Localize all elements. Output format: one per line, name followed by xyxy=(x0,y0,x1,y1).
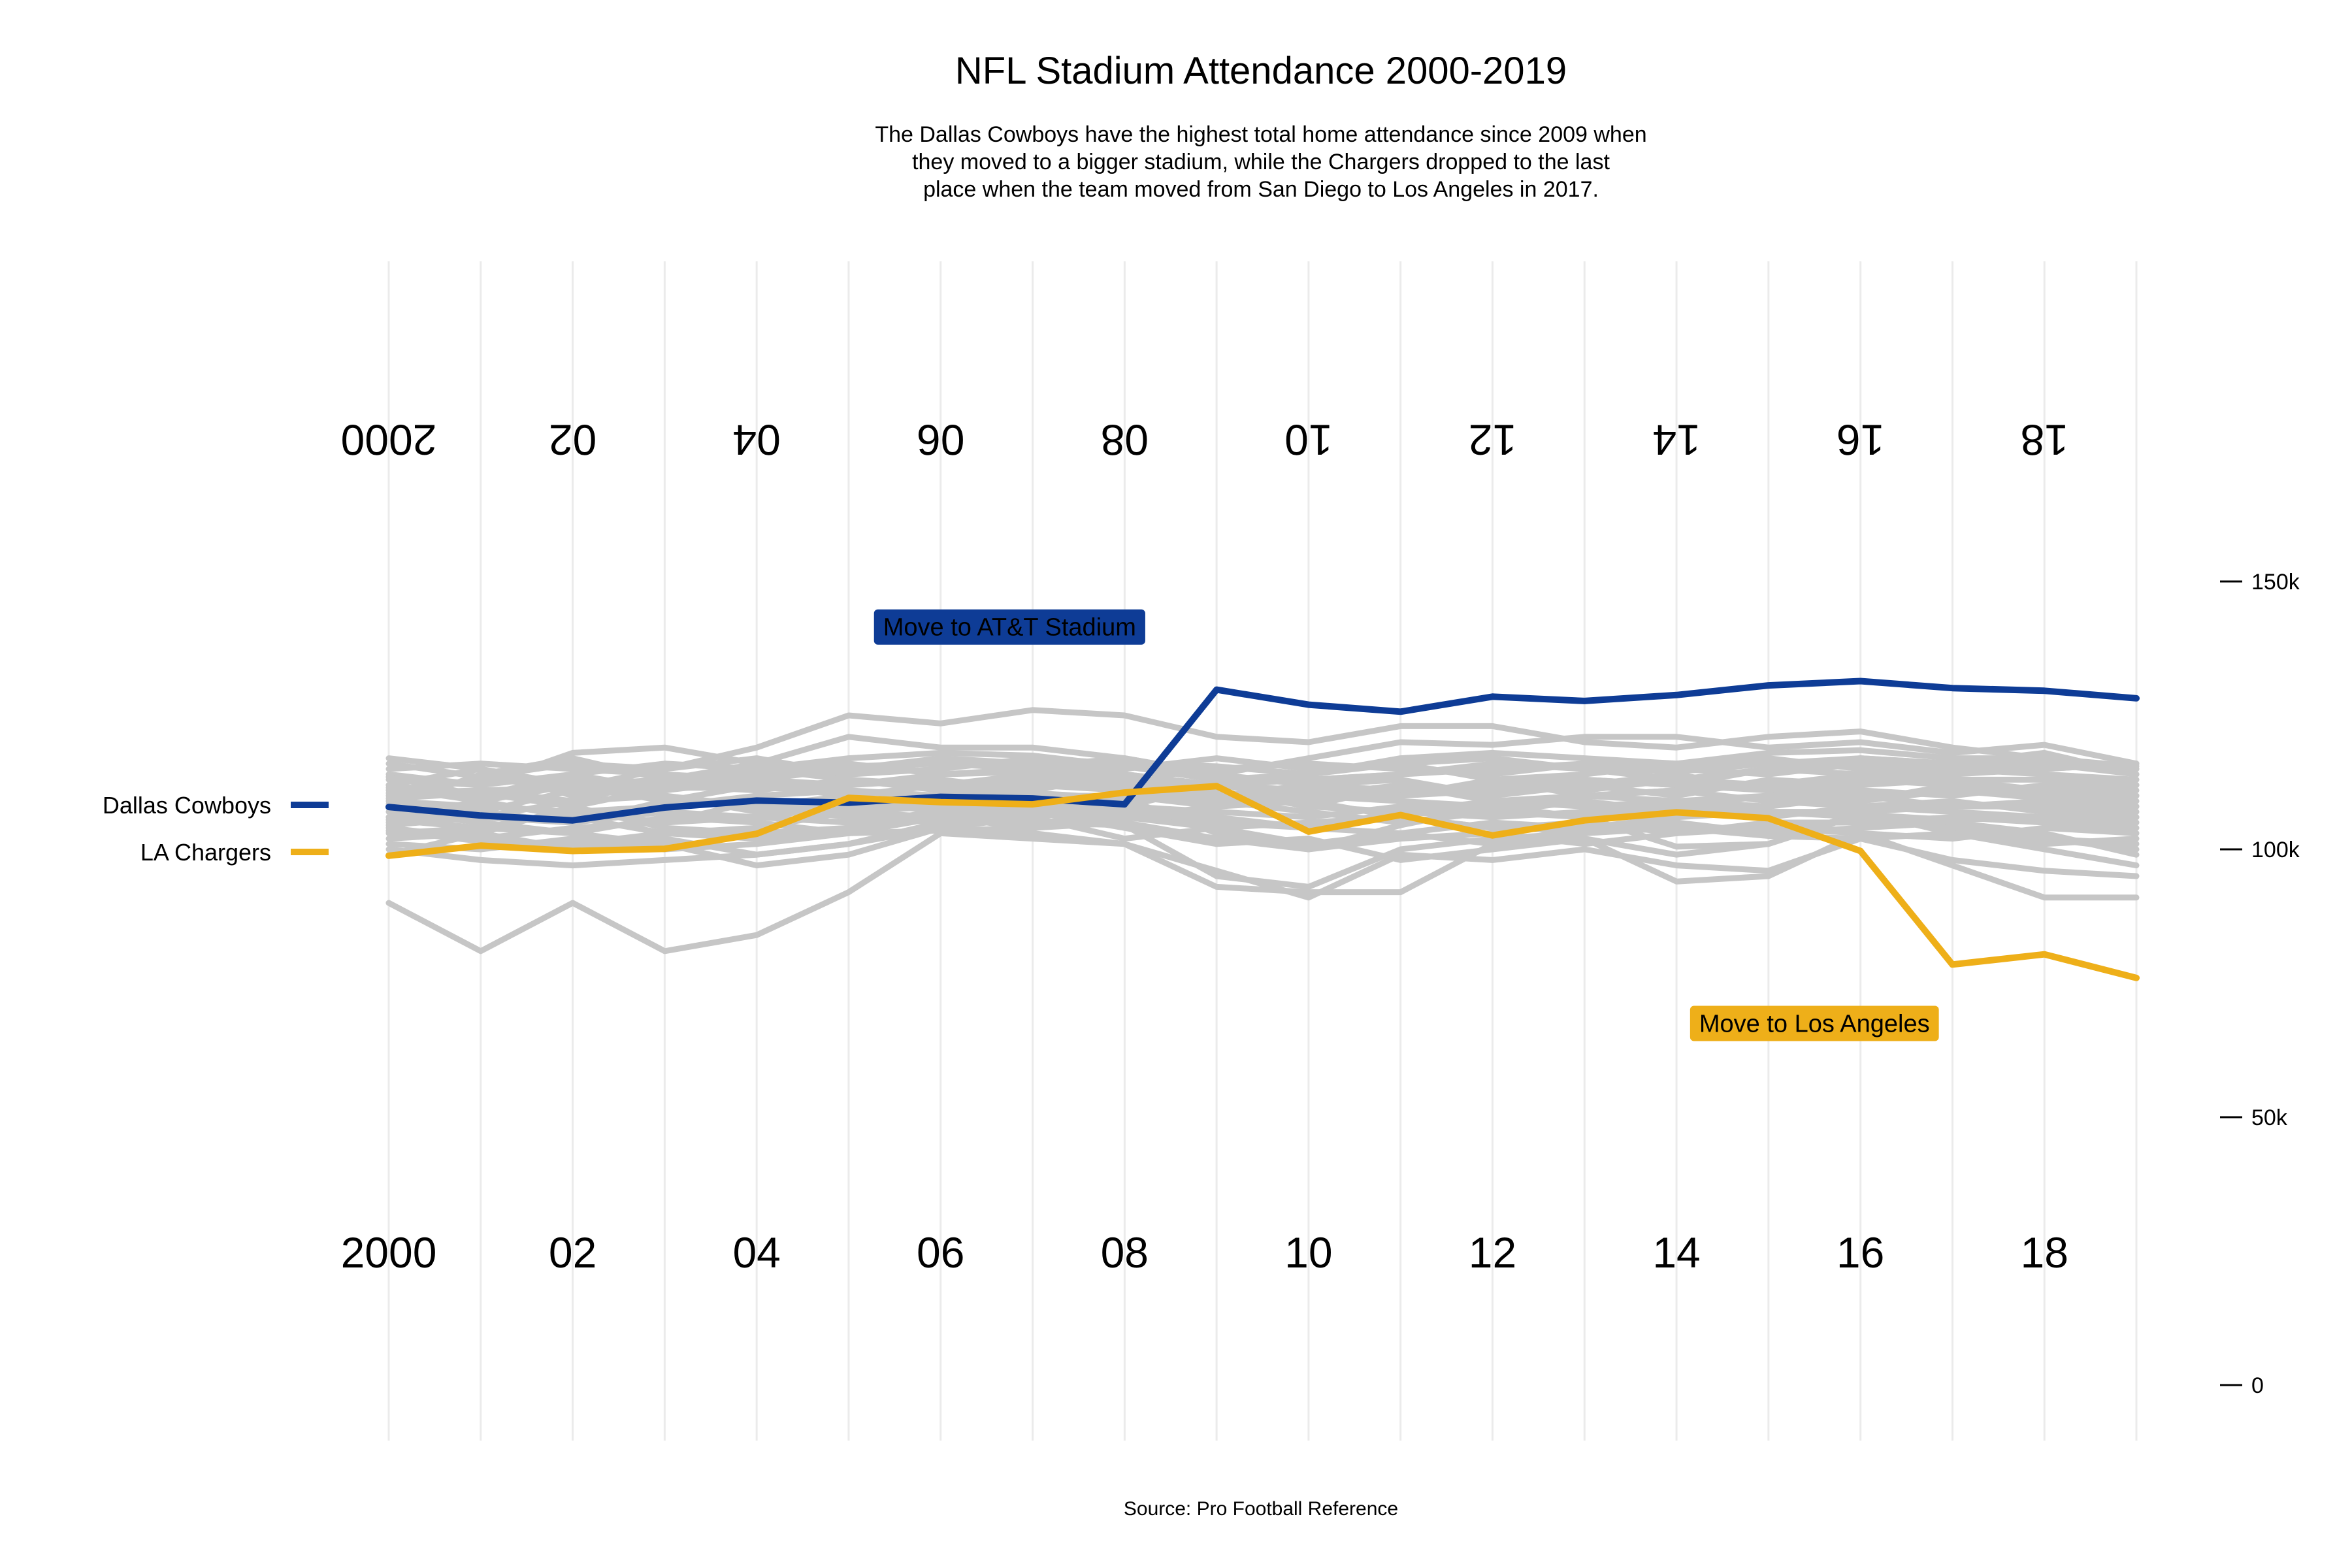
legend-label: Dallas Cowboys xyxy=(103,792,271,819)
x-tick-label: 10 xyxy=(1284,1228,1332,1277)
chart-subtitle-line-2: they moved to a bigger stadium, while th… xyxy=(912,150,1610,174)
y-tick-label: 0 xyxy=(2251,1373,2264,1398)
team-line xyxy=(385,782,2140,809)
team-line xyxy=(385,798,2140,831)
chart-title: NFL Stadium Attendance 2000-2019 xyxy=(955,50,1567,92)
team-line xyxy=(385,771,2140,804)
annotation-box xyxy=(1690,1005,1939,1041)
chart-subtitle-line-1: The Dallas Cowboys have the highest tota… xyxy=(875,122,1646,147)
x-tick-label-flipped: 02 xyxy=(549,416,596,465)
annotations: Move to AT&T Stadium Move to Los Angeles xyxy=(874,609,1939,1041)
x-tick-label-flipped: 16 xyxy=(1837,416,1884,465)
x-tick-label: 16 xyxy=(1837,1228,1884,1277)
team-line xyxy=(385,747,2140,780)
team-line xyxy=(385,792,2140,869)
x-tick-label-flipped: 10 xyxy=(1284,416,1332,465)
x-tick-label: 18 xyxy=(2020,1228,2068,1277)
x-tick-label: 04 xyxy=(732,1228,780,1277)
annotation-box xyxy=(874,609,1145,645)
legend-label: LA Chargers xyxy=(140,839,271,866)
dallas-cowboys-line xyxy=(385,678,2140,824)
x-tick-label: 06 xyxy=(917,1228,964,1277)
team-line xyxy=(385,755,2140,783)
x-tick-label-flipped: 18 xyxy=(2020,416,2068,465)
x-tick-label: 12 xyxy=(1469,1228,1516,1277)
x-tick-label-flipped: 04 xyxy=(732,416,780,465)
highlighted-teams-lines xyxy=(385,678,2140,981)
y-axis: 0 50k 100k 150k xyxy=(2220,570,2300,1398)
y-tick-label: 50k xyxy=(2251,1105,2288,1130)
x-tick-label-flipped: 08 xyxy=(1101,416,1149,465)
annotation-label: Move to Los Angeles xyxy=(1699,1011,1930,1038)
chart-subtitle-line-3: place when the team moved from San Diego… xyxy=(923,177,1599,202)
x-tick-label-flipped: 12 xyxy=(1469,416,1516,465)
chart-caption: Source: Pro Football Reference xyxy=(1124,1498,1398,1520)
annotation-label: Move to AT&T Stadium xyxy=(883,614,1136,642)
x-tick-label-flipped: 14 xyxy=(1652,416,1700,465)
x-tick-label: 08 xyxy=(1101,1228,1149,1277)
upside-down-year-labels: 2000 02 04 06 08 10 12 14 16 18 xyxy=(341,416,2068,465)
x-tick-label: 2000 xyxy=(341,1228,437,1277)
la-chargers-line xyxy=(385,783,2140,981)
other-teams-lines xyxy=(385,707,2140,955)
y-tick-label: 150k xyxy=(2251,570,2300,595)
year-axis-labels: 2000 02 04 06 08 10 12 14 16 18 xyxy=(341,1228,2068,1277)
x-tick-label-flipped: 06 xyxy=(917,416,964,465)
x-tick-label-flipped: 2000 xyxy=(341,416,437,465)
x-tick-label: 02 xyxy=(549,1228,596,1277)
legend: Dallas Cowboys LA Chargers xyxy=(103,792,329,866)
y-tick-label: 100k xyxy=(2251,838,2300,862)
x-tick-label: 14 xyxy=(1652,1228,1700,1277)
team-line xyxy=(385,785,2140,853)
